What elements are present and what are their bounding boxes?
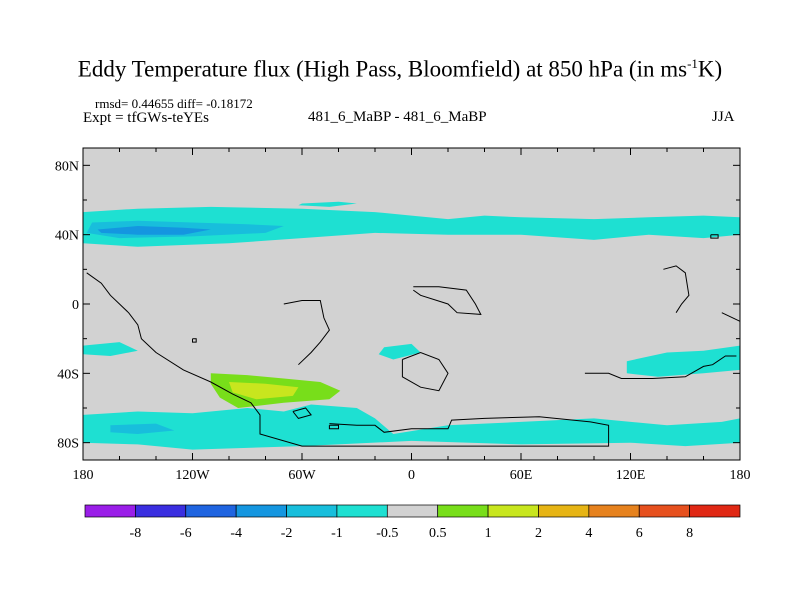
colorbar-box (437, 504, 489, 518)
region-southern-ocean-core (110, 423, 175, 434)
region-south-atlantic (378, 343, 421, 360)
x-tick-label: 60E (510, 468, 533, 483)
colorbar-box (185, 504, 237, 518)
colorbar-label: -2 (281, 526, 293, 541)
colorbar-box (386, 504, 439, 518)
colorbar-label: -8 (130, 526, 142, 541)
rmsd-stat: rmsd= 0.44655 diff= -0.18172 (95, 96, 253, 111)
colorbar-label: 1 (485, 526, 492, 541)
colorbar-label: -1 (331, 526, 343, 541)
region-arctic-fringe (298, 201, 357, 207)
colorbar-box (286, 504, 338, 518)
colorbar-label: 4 (585, 526, 592, 541)
y-tick-label: 80S (57, 437, 79, 452)
x-tick-label: 60W (288, 468, 316, 483)
x-tick-label: 120W (175, 468, 210, 483)
coastline-6 (721, 312, 741, 322)
colorbar-label: -6 (180, 526, 192, 541)
y-tick-label: 80N (55, 159, 79, 174)
coastline-10 (328, 424, 339, 430)
season-label: JJA (712, 109, 735, 125)
colorbar-box (638, 504, 690, 518)
colorbar-box (487, 504, 539, 518)
coastline-4 (584, 355, 737, 379)
region-southern-ocean-band (83, 404, 740, 450)
colorbar-label: 6 (636, 526, 643, 541)
colorbar-box (84, 504, 136, 518)
experiment-label: Expt = tfGWs-teYEs (83, 110, 209, 126)
coastline-5 (663, 265, 690, 313)
colorbar-box (235, 504, 287, 518)
coastline-7 (710, 234, 719, 239)
colorbar-box (538, 504, 590, 518)
map-layer (83, 148, 741, 460)
colorbar-box (588, 504, 640, 518)
y-tick-label: 40N (55, 229, 79, 244)
experiment-name: 481_6_MaBP - 481_6_MaBP (308, 109, 487, 125)
colorbar-label: 2 (535, 526, 542, 541)
region-north-pacific-max (97, 226, 211, 235)
x-tick-label: 180 (730, 468, 751, 483)
colorbar-box (336, 504, 388, 518)
region-southeast-pacific-max (229, 382, 299, 400)
x-tick-label: 120E (616, 468, 646, 483)
colorbar: -8 -6 -4 -2 -1 -0.5 0.5 1 2 4 6 8 (84, 504, 741, 541)
x-tick-label: 0 (408, 468, 415, 483)
axis-layer: 180 120W 60W 0 60E 120E 180 80N 40N 0 40S 80S (55, 147, 751, 483)
coastline-1 (283, 300, 330, 366)
colorbar-label: -4 (230, 526, 242, 541)
coastline-0 (86, 272, 610, 447)
title-end: K) (697, 56, 723, 82)
region-tropical-east-pacific (83, 342, 138, 356)
x-tick-label: 180 (73, 468, 94, 483)
y-tick-label: 40S (57, 367, 79, 382)
colorbar-label: -0.5 (376, 526, 398, 541)
colorbar-box (135, 504, 187, 518)
colorbar-label: 0.5 (429, 526, 447, 541)
colorbar-box (689, 504, 741, 518)
colorbar-label: 8 (686, 526, 693, 541)
title-main: Eddy Temperature flux (High Pass, Bloomf… (77, 56, 688, 82)
page-title: Eddy Temperature flux (High Pass, Bloomf… (0, 56, 800, 83)
coastline-8 (192, 338, 197, 343)
map-background (83, 148, 740, 460)
coastline-2 (413, 286, 482, 315)
y-tick-label: 0 (72, 298, 79, 313)
region-south-indian-east (626, 345, 740, 377)
region-northern-storm-track (83, 206, 740, 247)
coastline-9 (292, 407, 312, 419)
title-superscript: -1 (687, 56, 698, 71)
coastline-3 (401, 351, 449, 392)
